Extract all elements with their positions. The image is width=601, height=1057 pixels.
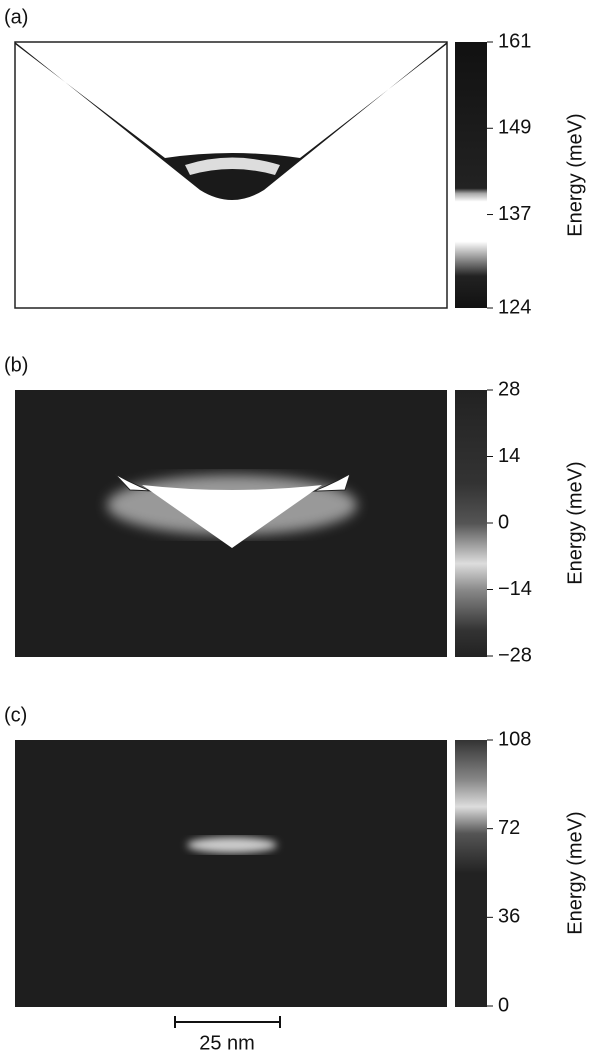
panel-a-image — [14, 41, 448, 309]
panel-label: (c) — [4, 704, 27, 726]
colorbar-tick-label: 0 — [498, 994, 509, 1016]
colorbar-tick-label: 36 — [498, 906, 520, 928]
panel-label: (a) — [4, 6, 28, 28]
colorbar-tick-label: 0 — [498, 511, 509, 533]
panel-b-image — [15, 390, 447, 657]
colorbar — [455, 390, 487, 657]
colorbar-tick-label: 14 — [498, 445, 520, 467]
colorbar-label: Energy (meV) — [564, 113, 586, 236]
panel-c-image — [15, 740, 447, 1007]
colorbar-tick-label: 28 — [498, 378, 520, 400]
colorbar-tick-label: −14 — [498, 578, 532, 600]
colorbar-label: Energy (meV) — [564, 811, 586, 934]
colorbar-tick-label: 124 — [498, 296, 531, 318]
colorbar-tick-label: 137 — [498, 203, 531, 225]
scale-bar-label: 25 nm — [199, 1032, 255, 1054]
panel-label: (b) — [4, 354, 28, 376]
colorbar-tick-label: −28 — [498, 644, 532, 666]
colorbar — [455, 740, 487, 1007]
colorbar-tick-label: 108 — [498, 728, 531, 750]
colorbar-label: Energy (meV) — [564, 461, 586, 584]
colorbar-tick-label: 161 — [498, 30, 531, 52]
colorbar — [455, 42, 487, 308]
colorbar-tick-label: 149 — [498, 117, 531, 139]
colorbar-tick-label: 72 — [498, 817, 520, 839]
